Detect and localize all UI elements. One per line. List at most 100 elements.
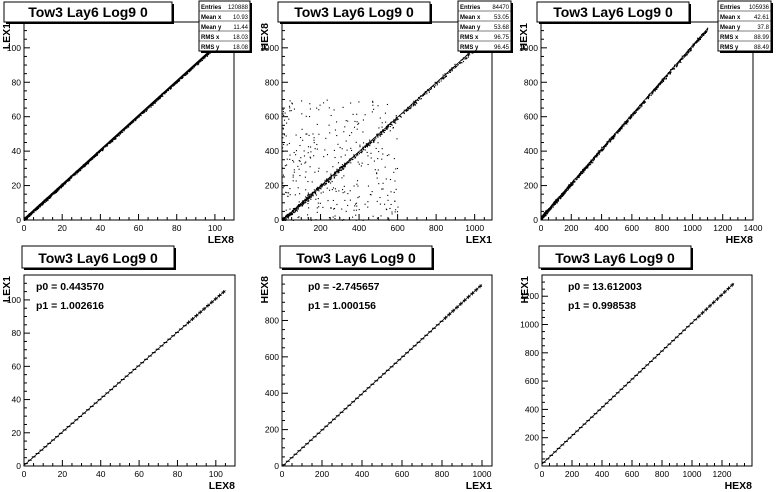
scatter-point <box>101 149 103 151</box>
scatter-point <box>370 152 372 154</box>
scatter-point <box>382 188 384 190</box>
scatter-point <box>385 127 388 129</box>
scatter-point <box>635 111 637 113</box>
x-tick-label: 0 <box>22 223 27 233</box>
scatter-point <box>339 146 341 149</box>
scatter-point <box>703 34 705 36</box>
scatter-point <box>296 210 298 212</box>
scatter-point <box>391 123 393 125</box>
stats-box <box>717 0 772 52</box>
scatter-point <box>330 114 332 117</box>
scatter-point <box>648 94 651 96</box>
stats-label: Mean x <box>460 15 481 21</box>
scatter-point <box>146 109 148 111</box>
scatter-point <box>568 187 570 189</box>
scatter-point <box>371 191 373 193</box>
scatter-point <box>309 196 311 198</box>
scatter-point <box>551 206 553 208</box>
scatter-point <box>289 100 291 102</box>
scatter-point <box>308 197 310 199</box>
scatter-point <box>578 175 580 177</box>
y-tick-label: 1000 <box>519 43 538 53</box>
scatter-point <box>467 55 469 57</box>
y-tick-label: 20 <box>12 428 22 438</box>
scatter-point <box>201 59 203 62</box>
scatter-point <box>361 149 363 151</box>
scatter-point <box>676 65 678 67</box>
stats-value: 53.05 <box>494 15 510 21</box>
scatter-point <box>397 206 399 208</box>
scatter-point <box>369 143 371 145</box>
scatter-point <box>544 213 546 215</box>
scatter-point <box>374 169 376 171</box>
x-tick-label: 1000 <box>683 223 702 233</box>
scatter-point <box>582 171 584 173</box>
scatter-point <box>403 111 405 113</box>
scatter-point <box>589 163 591 165</box>
scatter-point <box>692 46 694 48</box>
y-tick-label: 0 <box>274 215 279 225</box>
scatter-point <box>374 139 376 141</box>
scatter-point <box>285 209 287 211</box>
scatter-point <box>292 208 294 210</box>
scatter-point <box>62 184 64 187</box>
scatter-point <box>127 126 129 128</box>
x-tick-label: 60 <box>134 223 144 233</box>
scatter-point <box>444 76 447 78</box>
scatter-point <box>414 101 416 103</box>
scatter-point <box>598 152 601 154</box>
scatter-point <box>634 112 636 114</box>
scatter-point <box>584 167 586 169</box>
scatter-point <box>541 217 543 219</box>
scatter-point <box>472 52 474 54</box>
scatter-point <box>26 217 28 219</box>
scatter-point <box>326 187 328 189</box>
scatter-point <box>336 121 338 123</box>
stats-label: Mean x <box>720 15 741 21</box>
scatter-point <box>561 195 563 198</box>
scatter-point <box>332 199 334 202</box>
scatter-point <box>87 162 89 164</box>
scatter-point <box>558 197 560 199</box>
scatter-point <box>298 201 300 203</box>
scatter-point <box>310 151 312 153</box>
trend-band <box>23 37 226 220</box>
scatter-point <box>356 113 358 115</box>
scatter-point <box>445 75 448 77</box>
scatter-point <box>432 85 434 88</box>
scatter-point <box>341 167 343 169</box>
scatter-point <box>335 173 337 175</box>
scatter-point <box>442 74 444 76</box>
scatter-point <box>369 193 371 196</box>
y-tick-label: 20 <box>12 181 22 191</box>
scatter-point <box>362 131 364 133</box>
scatter-point <box>310 196 312 198</box>
scatter-point <box>49 197 51 199</box>
scatter-point <box>584 169 586 171</box>
scatter-point <box>408 108 410 110</box>
scatter-point <box>697 37 699 40</box>
scatter-point <box>43 201 45 204</box>
scatter-point <box>414 104 417 106</box>
scatter-point <box>687 51 689 54</box>
scatter-point <box>605 145 607 147</box>
scatter-point <box>662 79 665 81</box>
scatter-point <box>295 180 297 182</box>
scatter-point <box>32 212 34 214</box>
scatter-point <box>357 154 359 156</box>
scatter-point <box>389 125 391 128</box>
x-tick-label: 400 <box>594 223 608 233</box>
scatter-point <box>289 154 291 156</box>
scatter-point <box>45 199 48 202</box>
scatter-point <box>617 132 619 134</box>
stats-value: 37.8 <box>757 25 769 31</box>
scatter-point <box>313 155 315 157</box>
scatter-point <box>324 183 326 185</box>
scatter-point <box>580 173 582 175</box>
scatter-point <box>310 193 312 195</box>
scatter-point <box>556 201 558 203</box>
plot-frame <box>23 274 236 467</box>
scatter-point <box>613 137 615 140</box>
scatter-point <box>548 208 550 211</box>
x-tick-label: 600 <box>625 469 639 479</box>
